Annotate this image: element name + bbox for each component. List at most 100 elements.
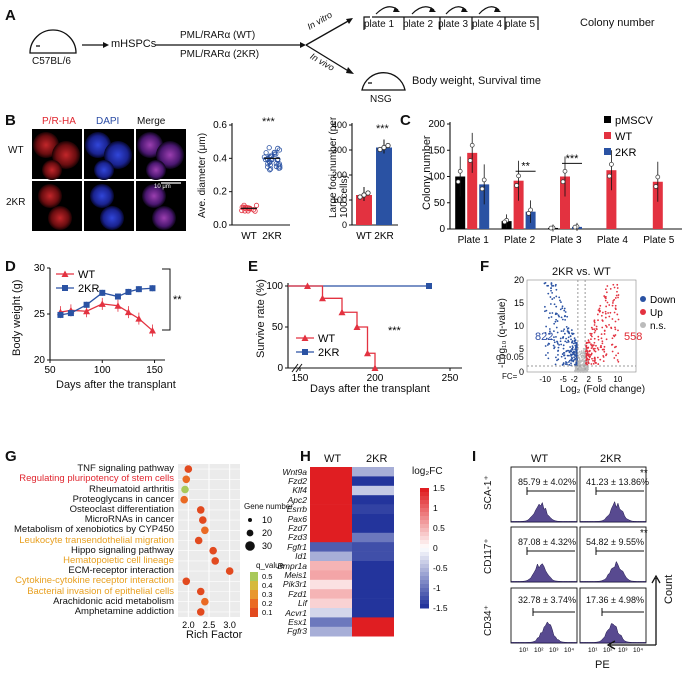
b2-point bbox=[385, 142, 391, 149]
h-scale-label: 1.5 bbox=[433, 483, 445, 493]
panel-label-i: I bbox=[472, 448, 477, 465]
h-cell-wt bbox=[310, 504, 352, 515]
g-pathway-label: Hematopoietic cell lineage bbox=[63, 554, 174, 566]
g-pathway-label: Metabolism of xenobiotics by CYP450 bbox=[14, 524, 174, 536]
f-point-down bbox=[561, 307, 564, 310]
f-point-down bbox=[573, 337, 576, 340]
f-point-up bbox=[616, 313, 619, 316]
f-point-ns bbox=[586, 367, 589, 370]
d-marker bbox=[148, 327, 156, 334]
h-scale-seg bbox=[420, 568, 429, 573]
f-point-down bbox=[547, 284, 550, 287]
f-point-up bbox=[593, 321, 596, 324]
i-sig-0: ** bbox=[640, 468, 648, 479]
d-marker bbox=[135, 315, 143, 322]
b1-point bbox=[262, 156, 269, 163]
f-point-down bbox=[550, 284, 553, 287]
h-cell-2kr bbox=[352, 598, 394, 609]
f-point-down bbox=[547, 357, 550, 360]
h-scale-seg bbox=[420, 548, 429, 553]
c-bar bbox=[560, 176, 570, 229]
f-legend-dot bbox=[640, 309, 646, 315]
g-pathway-label: ECM-receptor interaction bbox=[68, 565, 174, 577]
e-wt-marker bbox=[304, 282, 311, 289]
f-point-up bbox=[590, 363, 593, 365]
c-bar bbox=[455, 176, 466, 229]
c-category: Plate 2 bbox=[504, 235, 536, 246]
c-tick-label: 150 bbox=[428, 145, 445, 156]
g-pathway-label: Leukocyte transendothelial migration bbox=[19, 534, 174, 546]
h-cell-2kr bbox=[352, 476, 394, 487]
f-point-up bbox=[586, 346, 588, 349]
f-point-down bbox=[557, 354, 559, 356]
panel-label-h: H bbox=[300, 448, 311, 465]
g-color-title: q_value bbox=[256, 561, 285, 570]
f-point-down bbox=[569, 346, 572, 348]
f-point-down bbox=[553, 330, 555, 332]
f-point-up bbox=[600, 337, 603, 340]
f-point-down bbox=[553, 346, 556, 349]
plate-bracket bbox=[363, 16, 539, 30]
f-point-up bbox=[601, 326, 604, 329]
f-point-up bbox=[604, 295, 607, 298]
d-sig: ** bbox=[173, 294, 182, 306]
f-point-ns bbox=[579, 370, 582, 373]
f-point-up bbox=[593, 359, 596, 362]
h-scale-seg bbox=[420, 528, 429, 533]
f-tick-label: 2 bbox=[587, 375, 592, 384]
c-tick-label: 100 bbox=[428, 172, 445, 183]
f-point-down bbox=[551, 291, 554, 294]
h-cell-wt bbox=[310, 485, 352, 496]
f-point-up bbox=[613, 335, 616, 338]
f-point-up bbox=[617, 294, 620, 296]
f-point-up bbox=[615, 294, 618, 297]
h-scale-seg bbox=[420, 508, 429, 513]
i-val-21: 17.36 ± 4.98% bbox=[586, 595, 644, 605]
f-point-up bbox=[592, 359, 594, 362]
d-tick-label: 50 bbox=[44, 365, 56, 376]
f-down-count: 822 bbox=[535, 331, 554, 343]
f-point-down bbox=[566, 363, 568, 366]
f-point-ns bbox=[575, 370, 578, 373]
i-tick-label: 10² bbox=[534, 647, 544, 654]
d-tick-label: 100 bbox=[94, 365, 111, 376]
c-point bbox=[467, 158, 473, 163]
h-cell-2kr bbox=[352, 608, 394, 618]
h-gene-label: Acvr1 bbox=[285, 607, 307, 618]
mouse-icon bbox=[29, 29, 77, 54]
f-point-ns bbox=[577, 354, 580, 357]
d-legend-label: WT bbox=[78, 269, 95, 281]
f-tick-label: 0 bbox=[519, 367, 524, 377]
f-point-ns bbox=[578, 362, 581, 365]
i-tick-label: 10⁴ bbox=[633, 647, 643, 654]
h-cell-wt bbox=[310, 617, 352, 628]
f-point-up bbox=[614, 328, 617, 331]
f-point-up bbox=[593, 328, 596, 331]
h-col-wt: WT bbox=[324, 453, 342, 465]
f-point-down bbox=[549, 303, 552, 305]
h-cell-wt bbox=[310, 608, 352, 618]
panel-label-c: C bbox=[400, 112, 411, 129]
f-point-down bbox=[547, 351, 549, 354]
f-point-up bbox=[594, 347, 596, 350]
b1-point bbox=[242, 204, 249, 210]
f-point-ns bbox=[582, 350, 585, 352]
c-point bbox=[562, 168, 568, 174]
f-legend-dot bbox=[640, 322, 646, 328]
h-scale-seg bbox=[420, 496, 429, 501]
f-point-up bbox=[593, 356, 596, 359]
f-point-down bbox=[554, 356, 557, 359]
e-wt-marker bbox=[364, 349, 371, 357]
e-legend-marker bbox=[301, 334, 309, 341]
f-point-up bbox=[607, 312, 610, 314]
f-point-up bbox=[604, 288, 607, 291]
b2-tick-label: 100 bbox=[332, 195, 347, 205]
f-point-up bbox=[592, 344, 595, 347]
f-point-down bbox=[563, 351, 566, 354]
f-point-ns bbox=[582, 351, 585, 354]
f-point-up bbox=[591, 335, 593, 338]
f-point-up bbox=[593, 320, 596, 323]
